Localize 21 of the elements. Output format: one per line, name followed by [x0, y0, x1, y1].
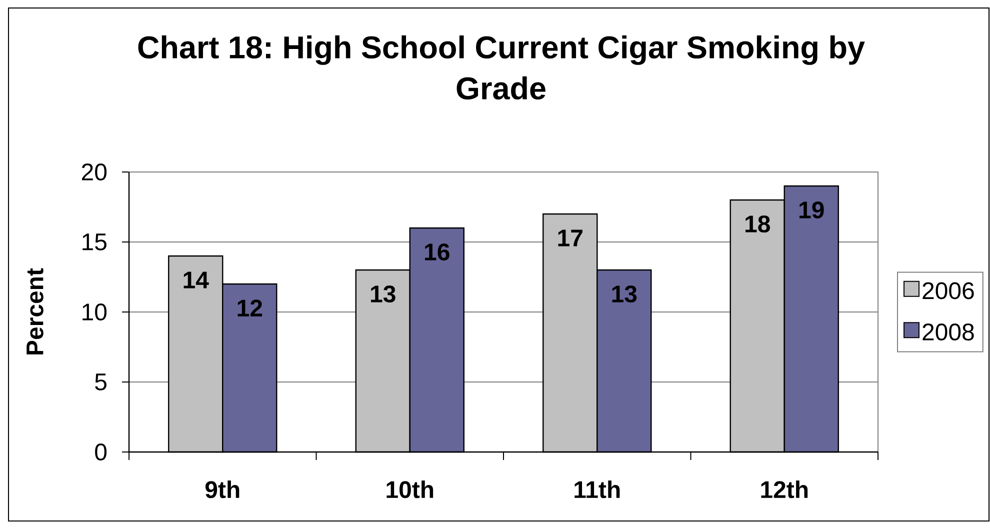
x-tick-label: 11th [574, 480, 620, 498]
data-label: 12 [238, 300, 262, 316]
legend-label: 2006 [922, 282, 974, 300]
data-label: 17 [558, 230, 582, 246]
x-tick-label: 12th [761, 480, 808, 498]
x-tick-label: 10th [386, 480, 434, 498]
data-label: 13 [371, 285, 396, 302]
data-label: 14 [184, 272, 209, 288]
data-label: 19 [800, 202, 824, 218]
y-tick-label: 15 [82, 234, 106, 250]
x-tick-label: 9th [205, 480, 240, 498]
y-tick-label: 20 [82, 164, 107, 180]
chart-title: Chart 18: High School Current Cigar Smoking by Grade [138, 35, 865, 100]
data-label: 13 [612, 285, 637, 302]
y-tick-label: 0 [95, 443, 107, 460]
data-label: 16 [425, 244, 450, 260]
y-axis-title: Percent [26, 268, 44, 354]
y-tick-label: 10 [82, 304, 107, 320]
legend-label: 2008 [922, 323, 974, 340]
data-label: 18 [746, 216, 770, 232]
y-tick-label: 5 [95, 374, 106, 390]
